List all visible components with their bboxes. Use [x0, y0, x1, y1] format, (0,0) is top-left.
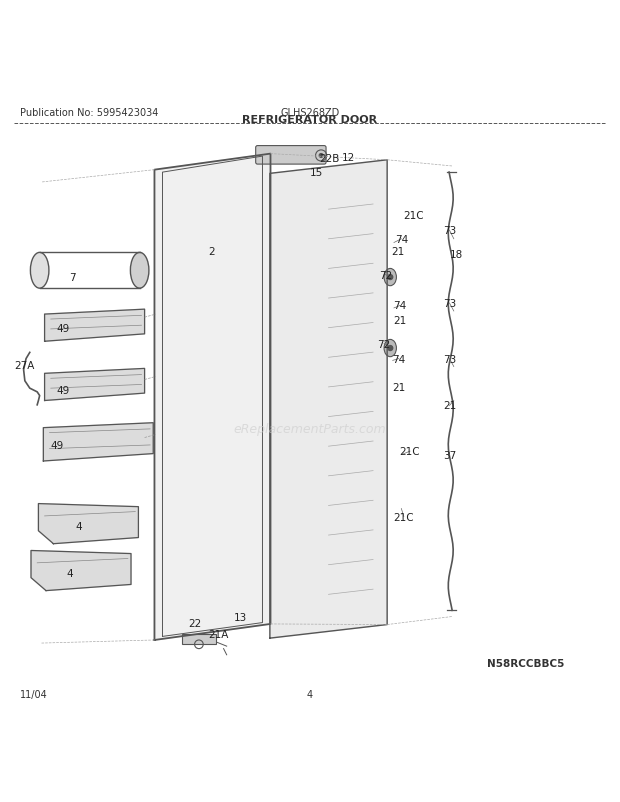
- Polygon shape: [154, 155, 270, 640]
- Text: 2: 2: [208, 247, 215, 257]
- Text: 37: 37: [443, 450, 456, 460]
- Text: 49: 49: [56, 323, 69, 334]
- Text: 21C: 21C: [394, 512, 414, 522]
- Text: 22: 22: [188, 618, 202, 628]
- Text: 74: 74: [392, 354, 405, 364]
- Text: GLHS268ZD: GLHS268ZD: [280, 107, 340, 118]
- Text: 4: 4: [75, 522, 82, 532]
- Text: 21: 21: [443, 401, 456, 411]
- Text: 74: 74: [394, 301, 407, 311]
- Text: 11/04: 11/04: [20, 689, 48, 699]
- Text: 21C: 21C: [404, 211, 424, 221]
- Circle shape: [388, 346, 392, 351]
- Text: 21A: 21A: [208, 630, 229, 640]
- Polygon shape: [38, 504, 138, 544]
- Text: 73: 73: [443, 298, 456, 309]
- FancyBboxPatch shape: [255, 147, 326, 165]
- Bar: [182, 634, 216, 644]
- Text: 21: 21: [394, 316, 407, 326]
- Text: 49: 49: [50, 440, 64, 451]
- Text: 72: 72: [378, 339, 391, 350]
- Text: 12: 12: [342, 152, 355, 163]
- Ellipse shape: [130, 253, 149, 289]
- Ellipse shape: [384, 269, 396, 286]
- Text: 15: 15: [309, 168, 323, 177]
- Text: 18: 18: [450, 249, 464, 259]
- Circle shape: [319, 155, 323, 158]
- Ellipse shape: [384, 340, 396, 357]
- Text: 73: 73: [443, 226, 456, 236]
- Text: 73: 73: [443, 354, 456, 364]
- Text: REFRIGERATOR DOOR: REFRIGERATOR DOOR: [242, 115, 378, 125]
- Text: 7: 7: [69, 273, 76, 282]
- Ellipse shape: [30, 253, 49, 289]
- Text: 74: 74: [395, 234, 408, 245]
- Polygon shape: [45, 310, 144, 342]
- Polygon shape: [43, 423, 153, 461]
- Text: Publication No: 5995423034: Publication No: 5995423034: [20, 107, 158, 118]
- Text: 4: 4: [307, 689, 313, 699]
- Polygon shape: [270, 160, 387, 638]
- Text: N58RCCBBC5: N58RCCBBC5: [487, 658, 565, 668]
- Polygon shape: [31, 551, 131, 591]
- Text: 21C: 21C: [400, 447, 420, 456]
- Text: 72: 72: [379, 270, 392, 280]
- Text: 22B: 22B: [319, 154, 340, 164]
- Text: 49: 49: [56, 386, 69, 395]
- Text: 21: 21: [392, 383, 405, 392]
- Text: 21: 21: [391, 247, 404, 257]
- Circle shape: [388, 275, 392, 280]
- Text: eReplacementParts.com: eReplacementParts.com: [234, 422, 386, 435]
- Polygon shape: [45, 369, 144, 401]
- Text: 4: 4: [66, 569, 73, 578]
- Text: 13: 13: [234, 612, 247, 622]
- Text: 27A: 27A: [15, 361, 35, 371]
